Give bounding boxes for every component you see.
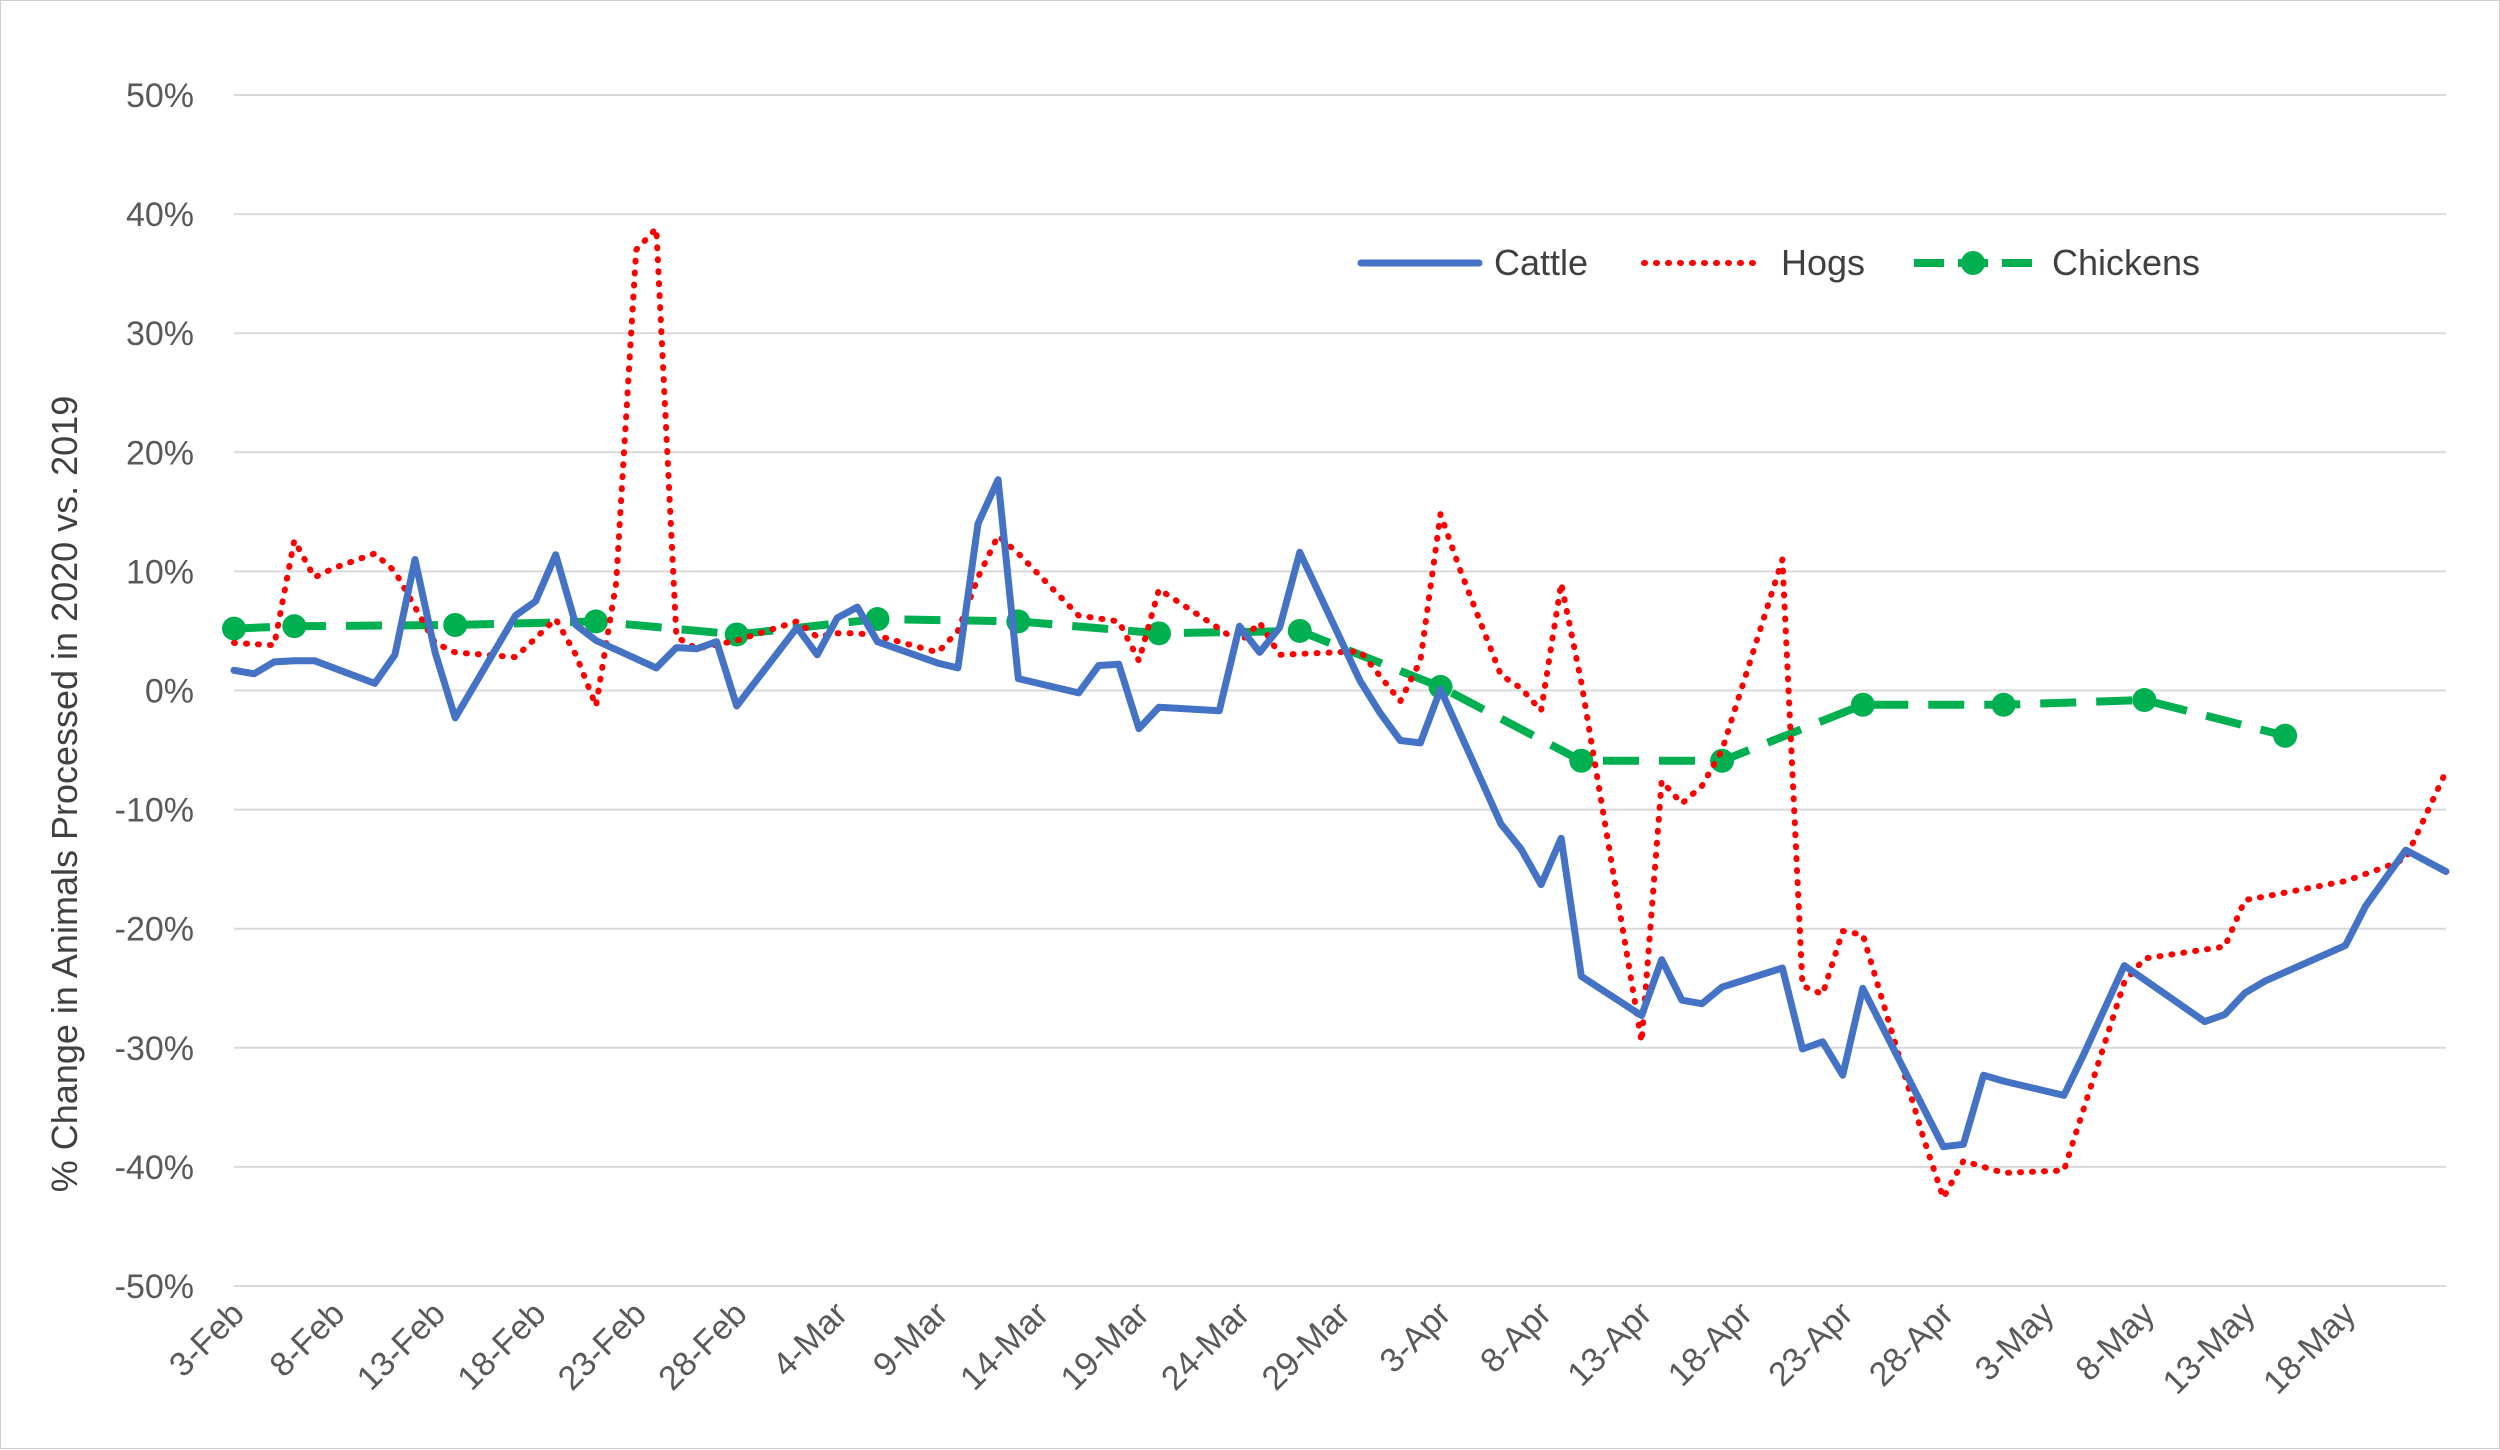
x-tick-label: 23-Feb: [551, 1295, 654, 1398]
legend: Cattle Hogs Chickens: [1357, 242, 2200, 283]
x-tick-label: 3-Feb: [162, 1295, 252, 1385]
x-tick-label: 28-Apr: [1862, 1295, 1961, 1394]
y-tick-label: -50%: [115, 1268, 194, 1306]
legend-label: Chickens: [2052, 242, 2200, 283]
y-tick-label: 50%: [126, 77, 194, 115]
data-point-marker: [2132, 688, 2157, 713]
x-tick-label: 13-Apr: [1560, 1295, 1659, 1394]
x-tick-label: 4-Mar: [765, 1295, 855, 1385]
y-tick-label: -40%: [115, 1149, 194, 1187]
data-point-marker: [583, 609, 608, 634]
data-point-marker: [1991, 692, 2016, 717]
legend-marker: [1961, 251, 1985, 275]
x-tick-label: 13-May: [2156, 1295, 2263, 1402]
y-tick-label: 10%: [126, 553, 194, 591]
series-line-hogs: [231, 225, 2449, 1201]
x-tick-label: 28-Feb: [651, 1295, 754, 1398]
data-point-marker: [724, 622, 749, 647]
x-tick-label: 19-Mar: [1054, 1295, 1157, 1398]
y-tick-label: -20%: [115, 911, 194, 949]
x-tick-label: 8-Apr: [1473, 1295, 1559, 1381]
series-lines: [222, 225, 2450, 1201]
x-tick-label: 8-Feb: [263, 1295, 353, 1385]
x-tick-label: 23-Apr: [1761, 1295, 1860, 1394]
x-tick-label: 3-Apr: [1373, 1295, 1459, 1381]
legend-label: Hogs: [1781, 242, 1865, 283]
series-line-cattle: [230, 476, 2450, 1151]
x-tick-label: 18-Feb: [450, 1295, 553, 1398]
series-hogs: [231, 225, 2449, 1201]
gridlines: [234, 94, 2446, 1287]
x-tick-label: 18-May: [2256, 1295, 2363, 1402]
data-point-marker: [443, 612, 468, 637]
legend-item-cattle: Cattle: [1357, 242, 1588, 283]
data-point-marker: [2273, 723, 2298, 748]
series-cattle: [230, 476, 2450, 1151]
legend-item-hogs: Hogs: [1641, 242, 1865, 283]
y-tick-label: 40%: [126, 196, 194, 234]
series-line-chickens: [233, 615, 2287, 765]
y-tick-label: -30%: [115, 1030, 194, 1068]
data-point-marker: [1287, 618, 1312, 643]
x-tick-label: 3-May: [1968, 1295, 2062, 1389]
x-tick-label: 29-Mar: [1255, 1295, 1358, 1398]
data-point-marker: [1147, 621, 1172, 646]
x-tick-label: 24-Mar: [1154, 1295, 1257, 1398]
data-point-marker: [222, 616, 246, 641]
data-point-marker: [282, 614, 307, 639]
data-point-marker: [1569, 748, 1594, 773]
x-tick-label: 14-Mar: [953, 1295, 1056, 1398]
legend-label: Cattle: [1494, 242, 1588, 283]
y-tick-label: 20%: [126, 434, 194, 472]
y-tick-label: 30%: [126, 315, 194, 353]
y-tick-label: -10%: [115, 792, 194, 830]
data-point-marker: [1850, 692, 1875, 717]
legend-item-chickens: Chickens: [1914, 242, 2200, 283]
x-tick-label: 18-Apr: [1661, 1295, 1760, 1394]
y-axis-title: % Change in Animals Processed in 2020 vs…: [44, 396, 85, 1192]
y-tick-label: 0%: [145, 673, 194, 711]
x-tick-label: 13-Feb: [350, 1295, 453, 1398]
x-tick-label: 8-May: [2068, 1295, 2162, 1389]
y-axis-tick-labels: 50% 40% 30% 20% 10% 0% -10% -20% -30% -40% -50%: [115, 77, 194, 1306]
x-tick-label: 9-Mar: [866, 1295, 956, 1385]
